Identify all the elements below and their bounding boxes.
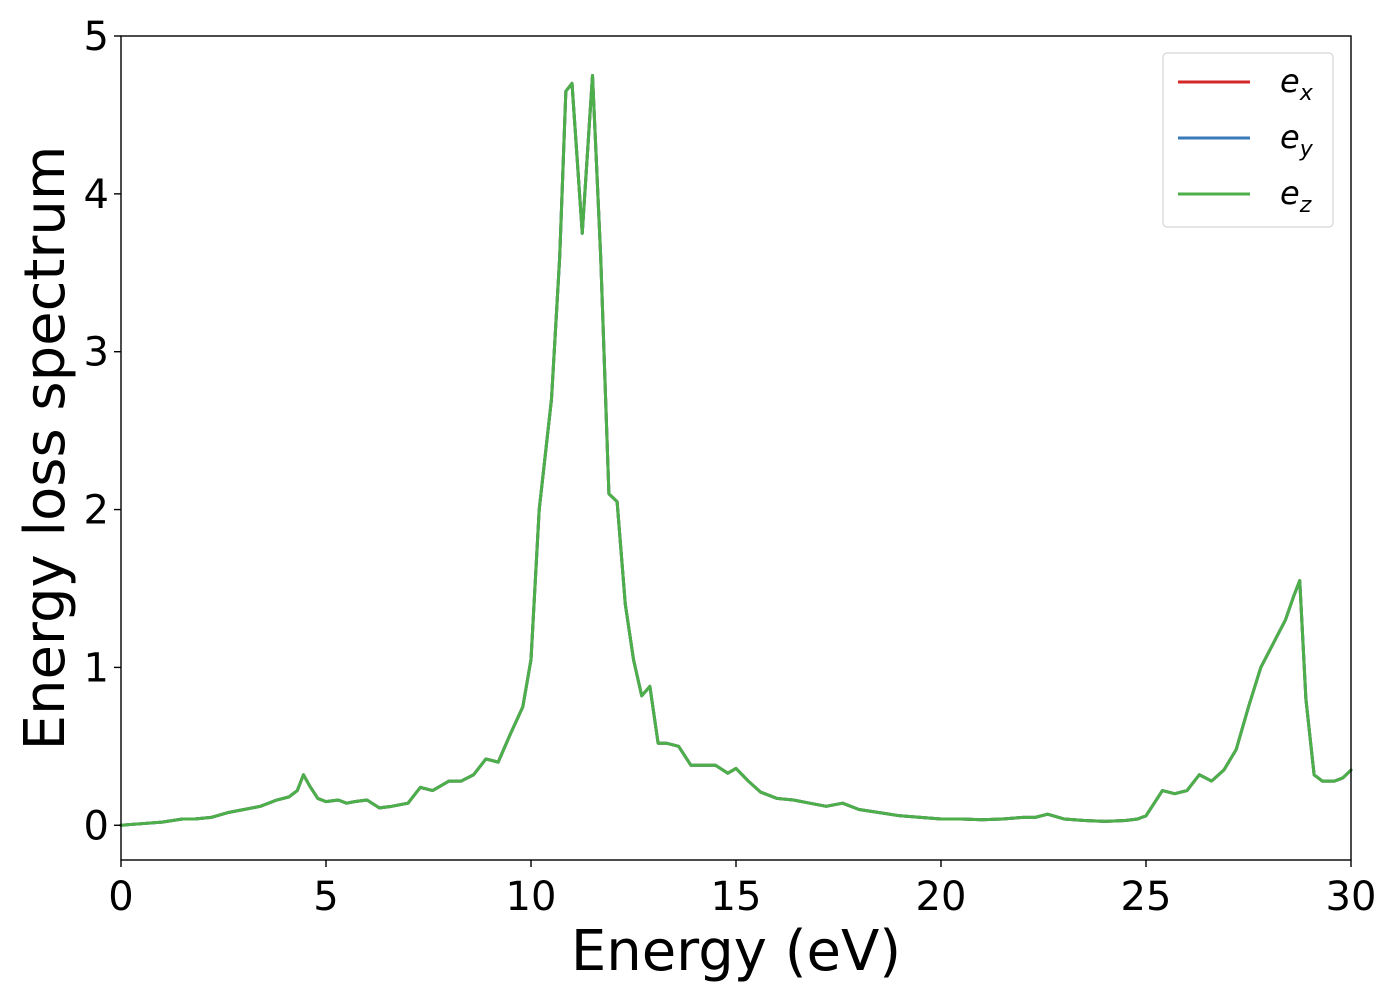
y-tick-label: 5 (84, 14, 109, 60)
x-tick-label: 25 (1121, 874, 1172, 920)
legend-label-x: ex (1280, 62, 1314, 106)
series-z-line (119, 73, 1353, 827)
x-tick-label: 0 (108, 874, 133, 920)
y-axis-ticks: 0 1 2 3 4 5 (84, 14, 121, 849)
x-axis-label: Energy (eV) (571, 919, 901, 984)
series-layer (119, 73, 1353, 827)
x-tick-label: 10 (506, 874, 557, 920)
x-tick-label: 15 (711, 874, 762, 920)
legend-label-z: ez (1280, 174, 1312, 218)
x-axis-ticks: 0 5 10 15 20 25 30 (108, 860, 1376, 920)
legend-box (1162, 52, 1334, 228)
x-tick-label: 5 (313, 874, 338, 920)
y-tick-label: 3 (84, 330, 109, 376)
legend: ex ey ez (1162, 52, 1334, 228)
y-tick-label: 2 (84, 488, 109, 534)
y-tick-label: 1 (84, 645, 109, 691)
x-tick-label: 20 (916, 874, 967, 920)
x-tick-label: 30 (1326, 874, 1377, 920)
y-tick-label: 0 (84, 803, 109, 849)
legend-label-y: ey (1280, 118, 1314, 162)
y-axis-label: Energy loss spectrum (13, 146, 78, 751)
y-tick-label: 4 (84, 172, 109, 218)
